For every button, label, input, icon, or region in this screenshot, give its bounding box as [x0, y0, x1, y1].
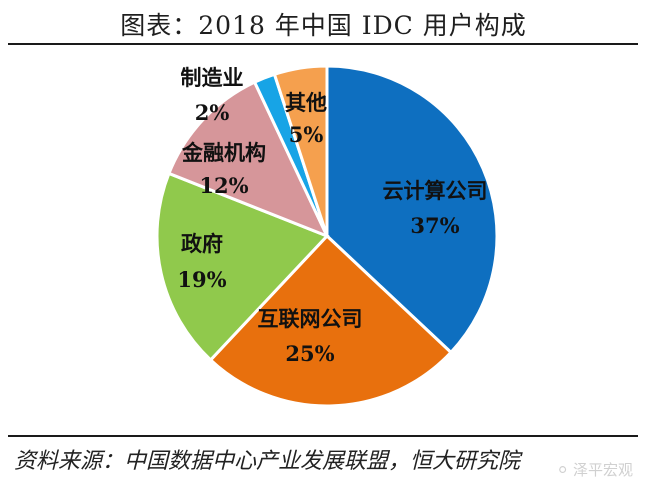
pie-slice-0: [325, 64, 499, 355]
slice-value-3: 12%: [199, 173, 248, 198]
slice-value-1: 25%: [285, 341, 334, 366]
pie-slice-5: [272, 64, 329, 237]
slice-label-5: 其他: [285, 90, 327, 115]
slice-value-5: 5%: [289, 122, 324, 147]
slice-label-0: 云计算公司: [383, 178, 488, 203]
slice-label-1: 互联网公司: [258, 306, 363, 331]
slice-label-4: 制造业: [181, 65, 244, 90]
slice-value-0: 37%: [410, 213, 459, 238]
pie-slice-1: [208, 233, 454, 408]
pie-slice-3: [166, 80, 330, 239]
slice-label-3: 金融机构: [181, 140, 266, 165]
bottom-divider: [8, 435, 638, 437]
watermark: ⚪ 泽平宏观: [556, 459, 633, 480]
chart-title: 图表：2018 年中国 IDC 用户构成: [120, 11, 527, 40]
slice-value-2: 19%: [177, 267, 226, 292]
slice-value-4: 2%: [195, 100, 230, 125]
watermark-text: 泽平宏观: [572, 461, 633, 479]
wechat-icon: ⚪: [556, 461, 569, 479]
top-divider: [8, 43, 638, 45]
slice-label-2: 政府: [181, 231, 223, 256]
source-note: 资料来源：中国数据中心产业发展联盟，恒大研究院: [14, 449, 521, 474]
